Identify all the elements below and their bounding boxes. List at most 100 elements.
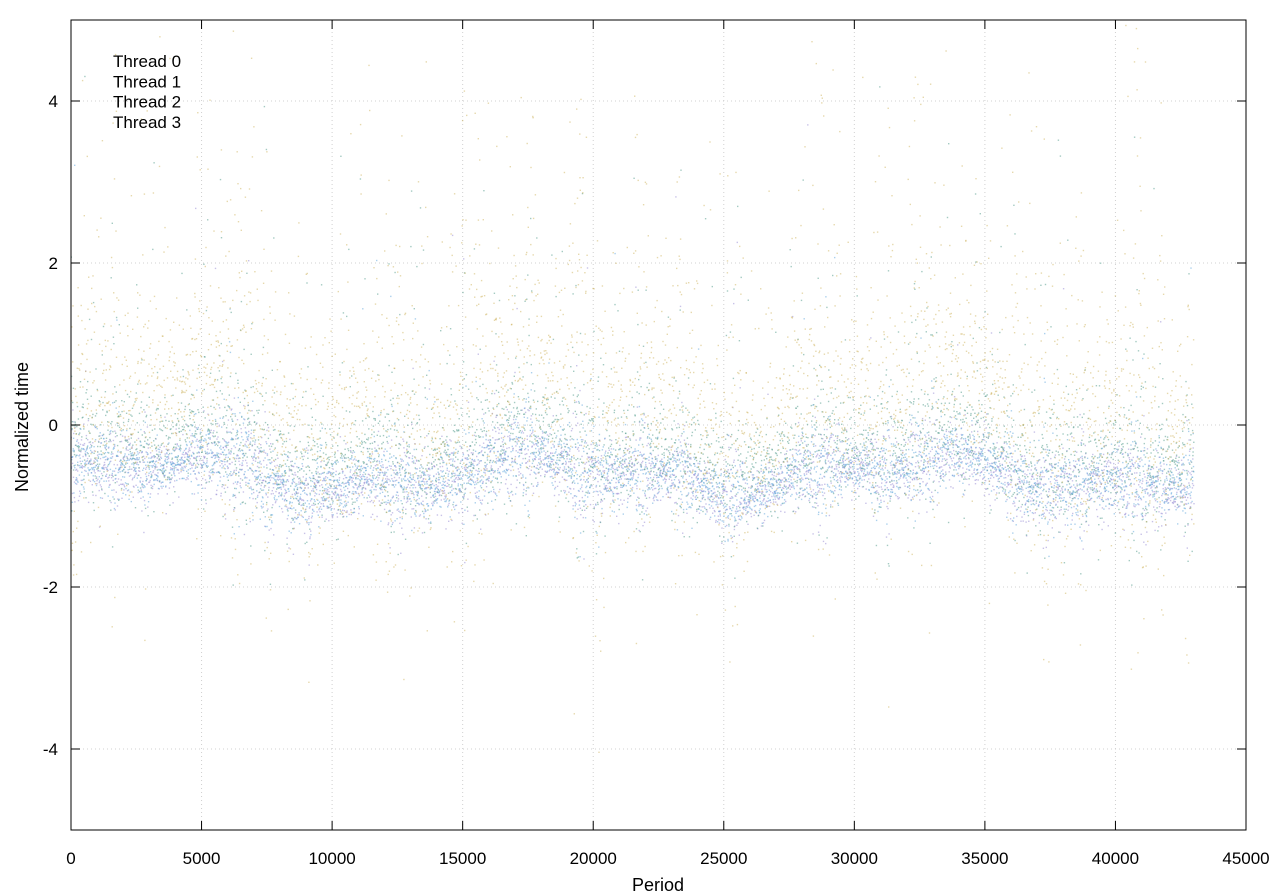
data-point [472, 449, 475, 451]
data-point [399, 313, 401, 316]
data-point [236, 433, 238, 436]
data-point [402, 438, 404, 440]
data-point [412, 367, 414, 370]
data-point [363, 482, 366, 485]
data-point [584, 463, 586, 465]
data-point [698, 481, 700, 484]
data-point [120, 451, 122, 453]
data-point [234, 463, 236, 466]
data-point [837, 494, 840, 496]
data-point [252, 497, 254, 500]
data-point [166, 449, 169, 451]
data-point [390, 465, 392, 467]
data-point [938, 457, 940, 459]
data-point [345, 476, 347, 479]
data-point [1181, 488, 1184, 491]
data-point [415, 459, 418, 461]
data-point [184, 456, 186, 458]
data-point [426, 480, 428, 483]
data-point [759, 491, 761, 493]
data-point [804, 453, 807, 455]
data-point [825, 542, 827, 545]
data-point [679, 451, 681, 453]
data-point [299, 477, 301, 479]
data-point [275, 490, 277, 493]
data-point [272, 429, 275, 431]
data-point [212, 423, 214, 426]
data-point [222, 446, 224, 449]
data-point [483, 469, 486, 471]
data-point [303, 504, 305, 506]
data-point [112, 475, 114, 478]
data-point [359, 468, 361, 471]
data-point [1138, 503, 1140, 506]
data-point [641, 462, 643, 464]
data-point [1069, 478, 1072, 480]
data-point [383, 486, 385, 488]
data-point [209, 475, 211, 478]
data-point [672, 460, 674, 463]
data-point [203, 410, 205, 412]
data-point [156, 371, 159, 374]
data-point [318, 509, 320, 511]
data-point [1167, 497, 1169, 499]
data-point [532, 492, 535, 494]
data-point [231, 408, 233, 410]
data-point [799, 488, 802, 490]
data-point [701, 498, 704, 500]
data-point [467, 498, 469, 500]
data-point [246, 477, 248, 479]
data-point [1184, 503, 1187, 505]
data-point [949, 421, 951, 424]
data-point [181, 453, 184, 455]
data-point [191, 440, 194, 442]
data-point [740, 469, 742, 471]
data-point [1186, 547, 1188, 549]
data-point [331, 498, 333, 500]
data-point [118, 324, 120, 326]
data-point [367, 473, 370, 475]
data-point [85, 434, 88, 437]
data-point [551, 452, 554, 454]
data-point [413, 494, 415, 496]
data-point [80, 439, 83, 441]
data-point [346, 315, 348, 318]
data-point [851, 499, 853, 501]
data-point [323, 471, 325, 474]
data-point [1100, 483, 1102, 485]
data-point [156, 469, 159, 471]
data-point [112, 439, 115, 442]
data-point [170, 478, 172, 480]
data-point [320, 284, 323, 286]
data-point [243, 445, 245, 447]
data-point [129, 450, 131, 453]
data-point [953, 465, 955, 467]
data-point [149, 479, 151, 482]
data-point [526, 435, 528, 437]
data-point [195, 457, 197, 459]
data-point [855, 492, 857, 494]
data-point [293, 497, 295, 500]
data-point [91, 463, 93, 465]
data-point [1000, 475, 1003, 477]
data-point [503, 435, 506, 438]
data-point [212, 432, 214, 434]
data-point [686, 512, 688, 514]
data-point [490, 444, 493, 447]
data-point [964, 439, 967, 442]
data-point [224, 458, 226, 460]
data-point [627, 462, 630, 464]
data-point [760, 480, 762, 483]
data-point [835, 464, 837, 466]
data-point [85, 392, 87, 394]
data-point [1069, 464, 1071, 467]
data-point [444, 449, 446, 451]
data-point [440, 470, 442, 472]
data-point [293, 425, 296, 428]
data-point [498, 432, 500, 434]
data-point [1009, 461, 1011, 464]
data-point [195, 427, 198, 429]
data-point [361, 440, 363, 442]
data-point [522, 483, 525, 486]
data-point [487, 439, 490, 441]
